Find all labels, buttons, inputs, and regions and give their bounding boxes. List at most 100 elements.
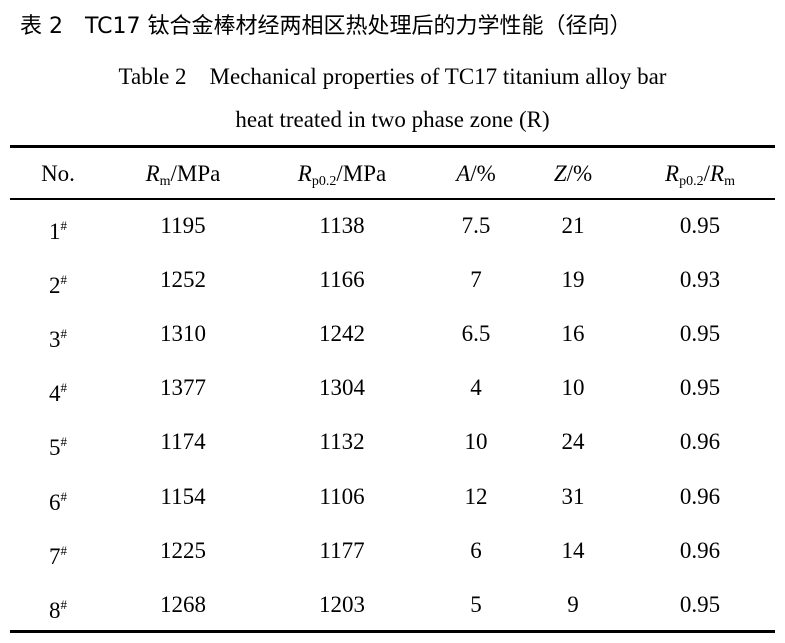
cell-text: 7.5: [461, 213, 491, 238]
table-cell: 0.95: [620, 211, 780, 241]
cell-text: 0.95: [679, 375, 721, 401]
header-text: No.: [41, 161, 75, 186]
header-subscript: p0.2: [679, 174, 704, 189]
table-cell: 9: [493, 590, 653, 620]
table-cell: 0.93: [620, 265, 780, 295]
table-cell: 1166: [262, 265, 422, 295]
cell-text: 5: [470, 591, 482, 617]
table-cell: 1174: [103, 427, 263, 457]
table-cell: 1268: [103, 590, 263, 620]
row-label: 1#: [0, 211, 138, 247]
table-cell: 0.96: [620, 482, 780, 512]
table-cell: 14: [493, 536, 653, 566]
cell-text: 1138: [319, 213, 365, 238]
table-cell: 1195: [103, 211, 263, 241]
cell-text: 24: [561, 429, 585, 455]
cell-text: 1154: [160, 483, 206, 509]
header-text: /: [703, 161, 710, 186]
table-cell: 4: [396, 373, 556, 403]
header-subscript: m: [159, 174, 171, 189]
row-superscript: #: [60, 488, 68, 504]
cell-text: 10: [464, 429, 488, 455]
table-cell: 0.95: [620, 590, 780, 620]
row-superscript: #: [60, 542, 68, 558]
row-label: 3#: [0, 319, 138, 355]
row-label: 6#: [0, 482, 138, 518]
table-cell: 1304: [262, 373, 422, 403]
row-label: 8#: [0, 590, 138, 626]
table-cell: 16: [493, 319, 653, 349]
table-cell: 21: [493, 211, 653, 241]
row-superscript: #: [60, 380, 68, 396]
row-number: 8: [49, 597, 61, 623]
table-cell: 1225: [103, 536, 263, 566]
cell-text: 0.93: [679, 267, 721, 293]
row-number: 1: [49, 219, 61, 244]
table-cell: 1138: [262, 211, 422, 241]
cell-text: 1310: [160, 321, 206, 347]
table-cell: 31: [493, 482, 653, 512]
table-cell: 1177: [262, 536, 422, 566]
caption-english: heat treated in two phase zone (R): [235, 107, 550, 132]
table-cell: 0.95: [620, 373, 780, 403]
header-text: R: [297, 161, 312, 186]
header-text: Z: [553, 161, 567, 186]
header-text: R: [665, 161, 680, 186]
cell-text: 1166: [319, 267, 365, 293]
header-cell: Rp0.2/MPa: [262, 159, 422, 197]
cell-text: 7: [470, 267, 482, 293]
cell-text: 12: [464, 483, 488, 509]
table-cell: 0.96: [620, 427, 780, 457]
cell-text: 9: [567, 591, 579, 617]
top-rule: [10, 145, 775, 148]
row-label: 7#: [0, 536, 138, 572]
cell-text: 1174: [160, 429, 206, 455]
caption-english: Table 2 Mechanical properties of TC17 ti…: [118, 64, 667, 89]
cell-text: 16: [561, 321, 585, 347]
cell-text: 1106: [319, 483, 365, 509]
cell-text: 0.95: [679, 591, 721, 617]
cell-text: 14: [561, 537, 585, 563]
row-superscript: #: [60, 326, 68, 342]
table-cell: 24: [493, 427, 653, 457]
row-number: 7: [49, 543, 61, 569]
header-text: R: [710, 161, 725, 186]
table-cell: 10: [396, 427, 556, 457]
table-cell: 6.5: [396, 319, 556, 349]
header-cell: Rp0.2/Rm: [620, 159, 780, 197]
header-rule: [10, 198, 775, 200]
header-text: /%: [566, 161, 593, 186]
cell-text: 1195: [160, 213, 206, 238]
header-text: /MPa: [170, 161, 221, 186]
row-number: 3: [49, 327, 61, 353]
cell-text: 31: [561, 483, 585, 509]
cell-text: 0.95: [679, 213, 721, 238]
cell-text: 0.96: [679, 429, 721, 455]
header-cell: Rm/MPa: [103, 159, 263, 197]
row-superscript: #: [60, 596, 68, 612]
header-cell: No.: [0, 159, 138, 189]
cell-text: 1304: [319, 375, 365, 401]
cell-text: 10: [561, 375, 585, 401]
bottom-rule: [10, 630, 775, 633]
cell-text: 1268: [160, 591, 206, 617]
row-superscript: #: [60, 218, 68, 233]
table-cell: 10: [493, 373, 653, 403]
cell-text: 1225: [160, 537, 206, 563]
table-cell: 5: [396, 590, 556, 620]
caption-chinese: 表 2 TC17 钛合金棒材经两相区热处理后的力学性能（径向）: [20, 14, 632, 39]
table-cell: 1377: [103, 373, 263, 403]
cell-text: 1377: [160, 375, 206, 401]
cell-text: 0.96: [679, 537, 721, 563]
header-text: A: [456, 161, 471, 186]
row-superscript: #: [60, 434, 68, 450]
cell-text: 6: [470, 537, 482, 563]
table-cell: 7.5: [396, 211, 556, 241]
cell-text: 1132: [319, 429, 365, 455]
header-text: /%: [470, 161, 496, 186]
cell-text: 0.96: [679, 483, 721, 509]
table-cell: 1203: [262, 590, 422, 620]
row-number: 5: [49, 435, 61, 461]
row-superscript: #: [60, 272, 68, 288]
